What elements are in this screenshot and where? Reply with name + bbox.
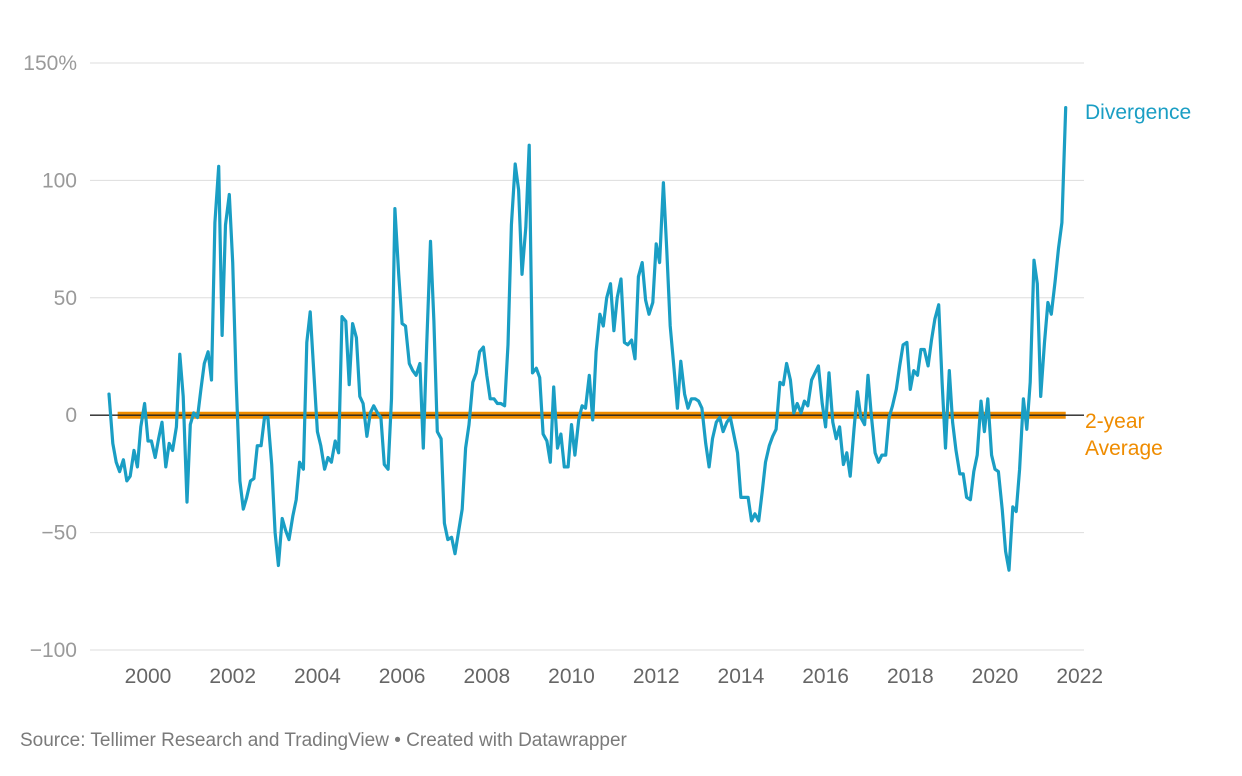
y-tick-label: −50 (41, 522, 77, 545)
y-axis-tick-labels: 150% 100 50 0 −50 −100 (23, 52, 77, 662)
x-tick-label: 2020 (972, 665, 1019, 688)
divergence-label: Divergence (1085, 101, 1191, 124)
y-tick-label: 150% (23, 52, 77, 75)
x-tick-label: 2008 (463, 665, 510, 688)
y-tick-label: 50 (54, 287, 77, 310)
source-note: Source: Tellimer Research and TradingVie… (20, 730, 627, 751)
series-labels: Divergence 2-year Average (1085, 101, 1191, 460)
y-tick-label: 100 (42, 169, 77, 192)
x-tick-label: 2002 (209, 665, 256, 688)
x-tick-label: 2010 (548, 665, 595, 688)
average-label: 2-year (1085, 410, 1145, 433)
y-tick-label: 0 (65, 404, 77, 427)
y-tick-label: −100 (30, 639, 77, 662)
x-tick-label: 2014 (718, 665, 765, 688)
x-tick-label: 2000 (125, 665, 172, 688)
divergence-line (107, 106, 1068, 572)
x-tick-label: 2018 (887, 665, 934, 688)
series-layer (90, 106, 1084, 572)
x-tick-label: 2016 (802, 665, 849, 688)
x-tick-label: 2012 (633, 665, 680, 688)
average-label: Average (1085, 437, 1163, 460)
x-tick-label: 2004 (294, 665, 341, 688)
x-tick-label: 2022 (1056, 665, 1103, 688)
x-axis-tick-labels: 2000 2002 2004 2006 2008 2010 2012 2014 2016 2018… (125, 665, 1103, 688)
gridlines (90, 62, 1084, 651)
x-tick-label: 2006 (379, 665, 426, 688)
